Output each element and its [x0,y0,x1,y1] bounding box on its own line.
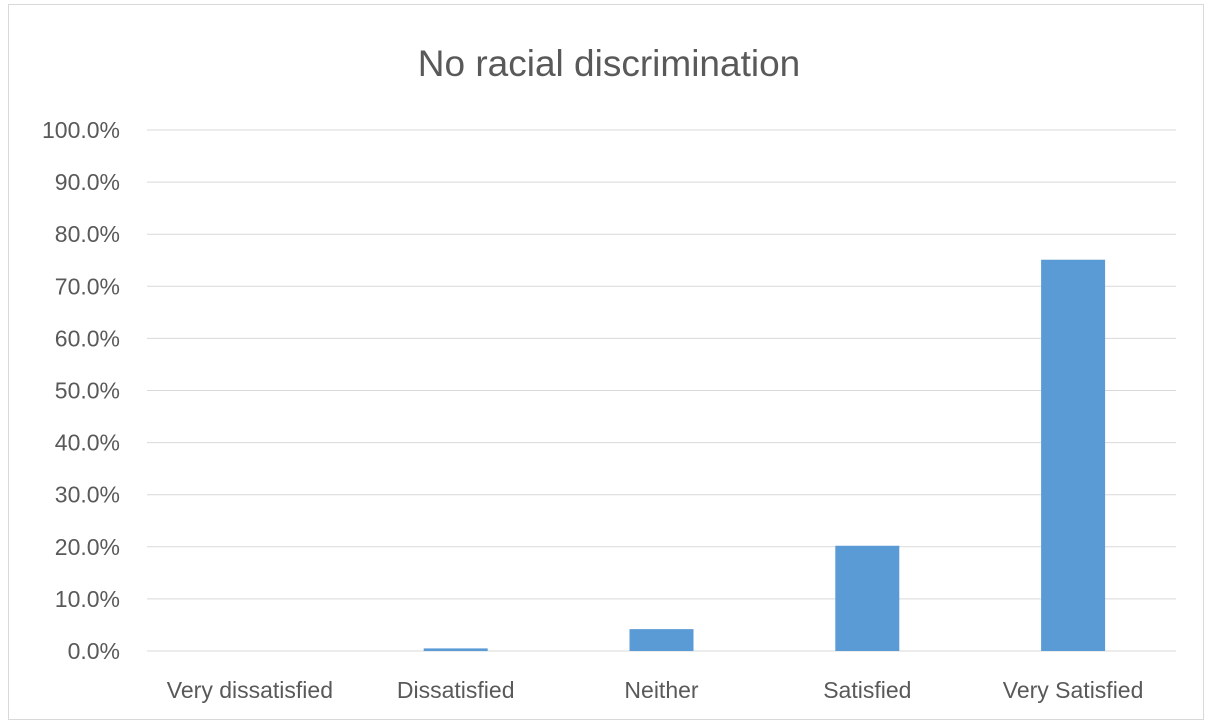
bar [630,629,694,651]
y-axis-tick-labels: 0.0% 10.0% 20.0% 30.0% 40.0% 50.0% 60.0% 70.0% 8… [42,117,120,664]
y-tick-label: 50.0% [55,378,120,404]
y-tick-label: 70.0% [55,273,120,299]
x-category-label: Satisfied [823,677,911,703]
x-category-label: Very dissatisfied [167,677,333,703]
x-category-label: Very Satisfied [1003,677,1144,703]
x-axis-category-labels: Very dissatisfied Dissatisfied Neither Sati… [167,677,1144,703]
gridlines [147,130,1176,651]
bar [1041,260,1105,651]
y-tick-label: 90.0% [55,169,120,195]
y-tick-label: 60.0% [55,325,120,351]
bar [424,648,488,651]
y-tick-label: 80.0% [55,221,120,247]
x-category-label: Neither [624,677,698,703]
y-tick-label: 30.0% [55,482,120,508]
y-tick-label: 20.0% [55,534,120,560]
y-tick-label: 40.0% [55,430,120,456]
x-category-label: Dissatisfied [397,677,515,703]
y-tick-label: 0.0% [68,638,120,664]
bars [424,260,1105,651]
y-tick-label: 100.0% [42,117,120,143]
chart-title: No racial discrimination [418,43,800,84]
bar [835,546,899,651]
y-tick-label: 10.0% [55,586,120,612]
